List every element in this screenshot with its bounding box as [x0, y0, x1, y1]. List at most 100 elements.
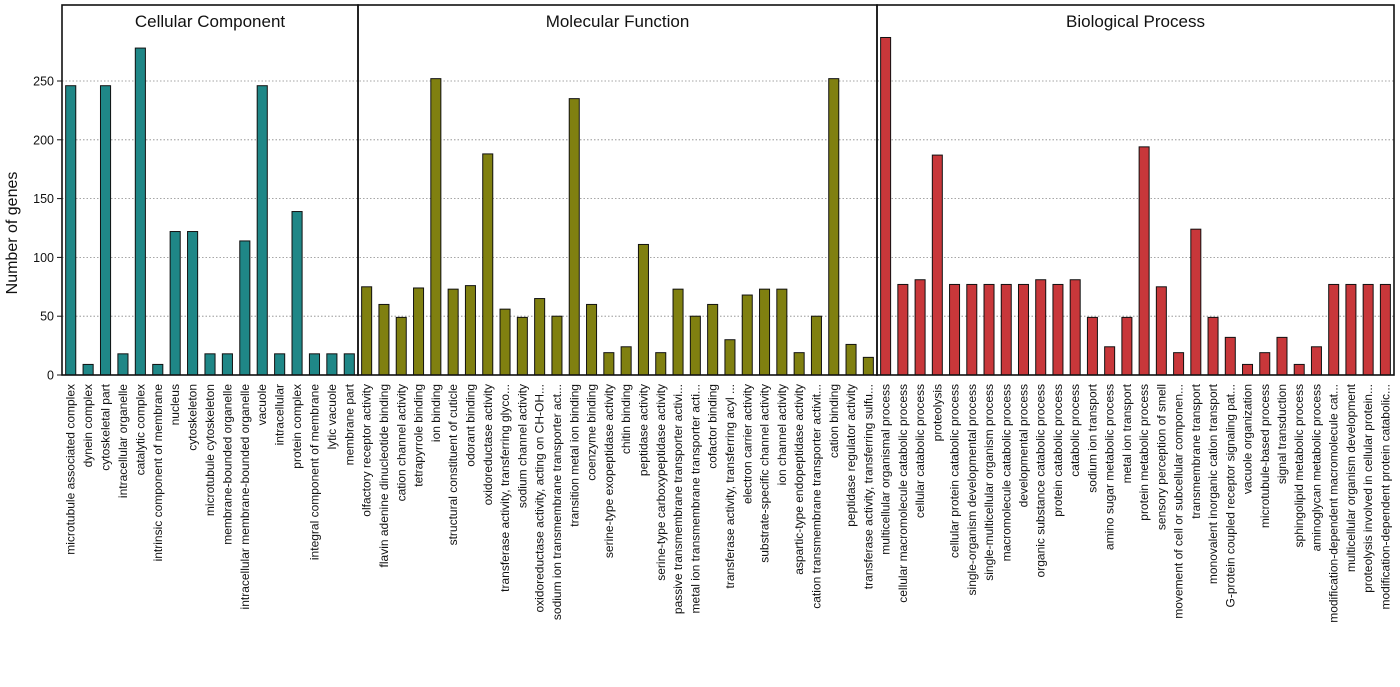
category-label: intracellular	[273, 384, 287, 445]
category-label: cellular protein catabolic process	[948, 384, 962, 558]
category-label: G-protein coupled receptor signaling pat…	[1223, 384, 1237, 607]
category-label: cation transmembrane transporter activit…	[809, 384, 823, 609]
category-label: cytoskeleton	[186, 384, 200, 451]
bar-0-0	[65, 85, 77, 376]
category-label: metal ion transmembrane transporter acti…	[688, 384, 702, 613]
y-tick-label: 200	[33, 133, 54, 147]
bar-1-22	[741, 294, 753, 376]
category-label: olfactory receptor activity	[360, 384, 374, 517]
category-label: vacuole	[255, 384, 269, 426]
category-label: proteolysis involved in cellular protein…	[1361, 384, 1375, 593]
bar-1-12	[568, 98, 580, 376]
category-label: serine-type carboxypeptidase activity	[654, 384, 668, 581]
category-label: multicellular organismal process	[879, 384, 893, 555]
category-label: catalytic complex	[133, 384, 147, 475]
category-label: peptidase regulator activity	[844, 384, 858, 527]
bar-2-16	[1155, 286, 1167, 376]
bar-1-27	[828, 78, 840, 376]
bar-2-12	[1086, 316, 1098, 376]
category-label: serine-type exopeptidase activity	[602, 384, 616, 558]
bar-1-17	[655, 352, 667, 376]
panel-title-0: Cellular Component	[135, 12, 286, 31]
category-label: chitin binding	[619, 384, 633, 454]
category-label: transferase activity, transferring sulfu…	[861, 384, 875, 589]
category-label: multicellular organism development	[1344, 383, 1358, 572]
bar-0-1	[82, 363, 94, 376]
y-tick-label: 150	[33, 192, 54, 206]
bar-1-20	[707, 303, 719, 376]
category-label: membrane part	[342, 383, 356, 465]
category-label: oxidoreductase activity, acting on CH-OH…	[533, 384, 547, 613]
category-label: protein metabolic process	[1137, 384, 1151, 521]
bar-2-24	[1293, 363, 1305, 376]
bar-2-18	[1190, 228, 1202, 376]
category-label: nucleus	[168, 384, 182, 425]
bar-0-3	[117, 353, 129, 376]
bar-2-17	[1173, 352, 1185, 376]
category-label: cytoskeletal part	[99, 383, 113, 470]
category-label: developmental process	[1016, 384, 1030, 507]
y-tick-label: 0	[47, 369, 54, 383]
bar-1-7	[482, 153, 494, 376]
category-label: peptidase activity	[636, 384, 650, 476]
bar-1-6	[464, 285, 476, 376]
category-label: intracellular organelle	[116, 384, 130, 498]
category-label: transition metal ion binding	[567, 384, 581, 527]
bar-2-8	[1017, 283, 1029, 376]
category-label: oxidoreductase activity	[481, 384, 495, 505]
bar-2-5	[966, 283, 978, 376]
category-label: catabolic process	[1068, 384, 1082, 477]
bar-2-11	[1069, 279, 1081, 376]
category-label: single-multicellular organism process	[982, 384, 996, 581]
bar-2-6	[983, 283, 995, 376]
bar-1-18	[672, 288, 684, 376]
bar-0-7	[187, 231, 199, 376]
bar-2-25	[1310, 346, 1322, 376]
bar-2-1	[897, 283, 909, 376]
category-label: sodium channel activity	[515, 384, 529, 508]
category-label: lytic vacuole	[325, 384, 339, 450]
panel-title-2: Biological Process	[1066, 12, 1205, 31]
category-label: transmembrane transport	[1189, 383, 1203, 518]
bar-2-4	[949, 283, 961, 376]
category-label: modification-dependent macromolecule cat…	[1327, 384, 1341, 623]
category-label: ion binding	[429, 384, 443, 442]
bar-1-19	[689, 315, 701, 376]
bar-0-9	[221, 353, 233, 376]
bar-0-4	[134, 47, 146, 376]
bar-0-10	[239, 240, 251, 376]
bar-2-13	[1104, 346, 1116, 376]
y-tick-label: 50	[40, 310, 54, 324]
bar-2-26	[1328, 283, 1340, 376]
bar-1-28	[845, 343, 857, 376]
bar-0-13	[291, 211, 303, 376]
bar-2-27	[1345, 283, 1357, 376]
category-label: intrinsic component of membrane	[151, 384, 165, 562]
bar-0-8	[204, 353, 216, 376]
bar-0-14	[308, 353, 321, 376]
bar-0-5	[152, 363, 164, 376]
bar-1-9	[516, 316, 528, 376]
bar-1-21	[724, 339, 736, 376]
category-label: modification-dependent protein catabolic…	[1378, 384, 1392, 609]
bar-0-11	[256, 85, 268, 376]
bar-2-15	[1138, 146, 1150, 376]
category-label: substrate-specific channel activity	[758, 384, 772, 563]
category-label: amino sugar metabolic process	[1103, 384, 1117, 550]
bar-1-3	[413, 287, 425, 376]
bar-1-13	[586, 303, 598, 376]
bar-2-28	[1362, 283, 1374, 376]
bar-2-2	[914, 279, 926, 376]
bar-1-16	[637, 243, 649, 376]
category-label: metal ion transport	[1120, 383, 1134, 483]
category-label: odorant binding	[463, 384, 477, 467]
bar-2-23	[1276, 336, 1288, 376]
category-label: sphingolipid metabolic process	[1292, 384, 1306, 547]
category-label: monovalent inorganic cation transport	[1206, 383, 1220, 584]
category-label: transferase activity, transferring glyco…	[498, 384, 512, 592]
category-label: transferase activity, transferring acyl …	[723, 384, 737, 589]
category-label: cellular catabolic process	[913, 384, 927, 518]
category-label: single-organism developmental process	[965, 384, 979, 595]
bar-2-3	[931, 154, 943, 376]
category-label: cellular macromolecule catabolic process	[896, 384, 910, 603]
